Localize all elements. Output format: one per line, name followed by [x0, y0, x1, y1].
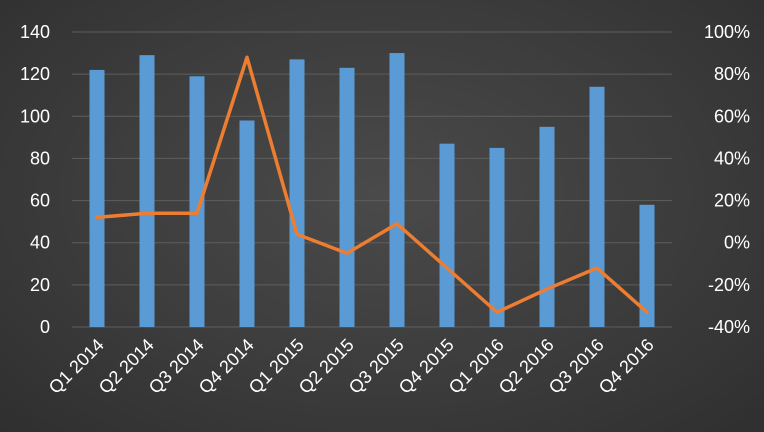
bar — [489, 147, 505, 327]
line-series-path — [95, 55, 649, 314]
right-axis-tick-label: 0% — [724, 233, 750, 253]
left-axis-tick-label: 140 — [20, 22, 50, 42]
right-axis-tick-label: -20% — [708, 275, 750, 295]
bar — [539, 126, 555, 327]
bar — [339, 67, 355, 328]
left-axis-tick-label: 100 — [20, 106, 50, 126]
right-axis-tick-label: 100% — [704, 22, 750, 42]
bar-series — [89, 53, 655, 328]
bar — [139, 55, 155, 328]
left-axis-labels: 0 20 40 60 80 100 120 140 — [20, 22, 50, 337]
right-axis-tick-label: 40% — [714, 148, 750, 168]
bar — [289, 59, 305, 328]
right-axis-labels: -40% -20% 0% 20% 40% 60% 80% 100% — [704, 22, 750, 337]
gridlines — [72, 31, 672, 328]
x-axis-tick-label: Q4 2016 — [595, 335, 658, 398]
right-axis-tick-label: 20% — [714, 191, 750, 211]
bar — [639, 204, 655, 327]
left-axis-tick-label: 20 — [30, 275, 50, 295]
left-axis-tick-label: 120 — [20, 64, 50, 84]
bar — [189, 76, 205, 327]
left-axis-tick-label: 0 — [40, 317, 50, 337]
right-axis-tick-label: 60% — [714, 106, 750, 126]
bar — [439, 143, 455, 327]
bar — [389, 53, 405, 327]
right-axis-tick-label: 80% — [714, 64, 750, 84]
bar — [239, 120, 255, 327]
line-series — [95, 55, 649, 314]
left-axis-tick-label: 60 — [30, 191, 50, 211]
left-axis-tick-label: 40 — [30, 233, 50, 253]
bar — [89, 69, 105, 327]
left-axis-tick-label: 80 — [30, 148, 50, 168]
right-axis-tick-label: -40% — [708, 317, 750, 337]
bar — [589, 86, 605, 328]
